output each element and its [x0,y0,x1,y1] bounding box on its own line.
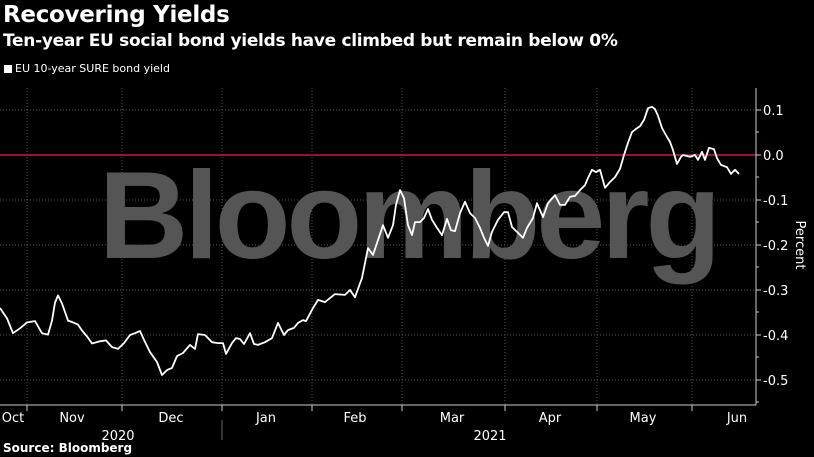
x-axis-ticks: Oct Nov Dec Jan Feb Mar Apr May Jun 2020 2021 [2,405,747,444]
y-tick-label: -0.2 [763,239,788,254]
y-tick-label: 0.1 [763,104,784,119]
x-month-label: Apr [539,411,562,426]
chart-title: Recovering Yields [3,2,230,28]
yield-line [0,105,740,376]
y-tick-label: -0.5 [763,374,788,389]
y-tick-label: -0.4 [763,329,788,344]
x-month-label: Mar [440,411,465,426]
y-tick-label: -0.1 [763,194,788,209]
x-month-label: Jun [726,411,747,426]
x-year-label: 2021 [473,429,506,444]
y-axis-ticks: 0.1 0.0 -0.1 -0.2 -0.3 -0.4 -0.5 [756,104,788,403]
x-month-label: Jan [255,411,276,426]
x-year-label: 2020 [101,429,134,444]
y-axis-label: Percent [792,221,807,270]
x-month-label: Nov [59,411,85,426]
chart-subtitle: Ten-year EU social bond yields have clim… [3,31,618,51]
x-month-label: Oct [2,411,24,426]
legend-label: EU 10-year SURE bond yield [15,62,170,75]
x-month-label: Feb [343,411,366,426]
x-month-label: May [630,411,657,426]
gridlines [0,88,756,405]
legend-swatch-icon [4,64,12,73]
legend: EU 10-year SURE bond yield [4,62,170,75]
y-tick-label: -0.3 [763,284,788,299]
source-note: Source: Bloomberg [3,441,133,455]
x-month-label: Dec [158,411,183,426]
y-tick-label: 0.0 [763,149,784,164]
watermark: Bloomberg [99,147,717,285]
